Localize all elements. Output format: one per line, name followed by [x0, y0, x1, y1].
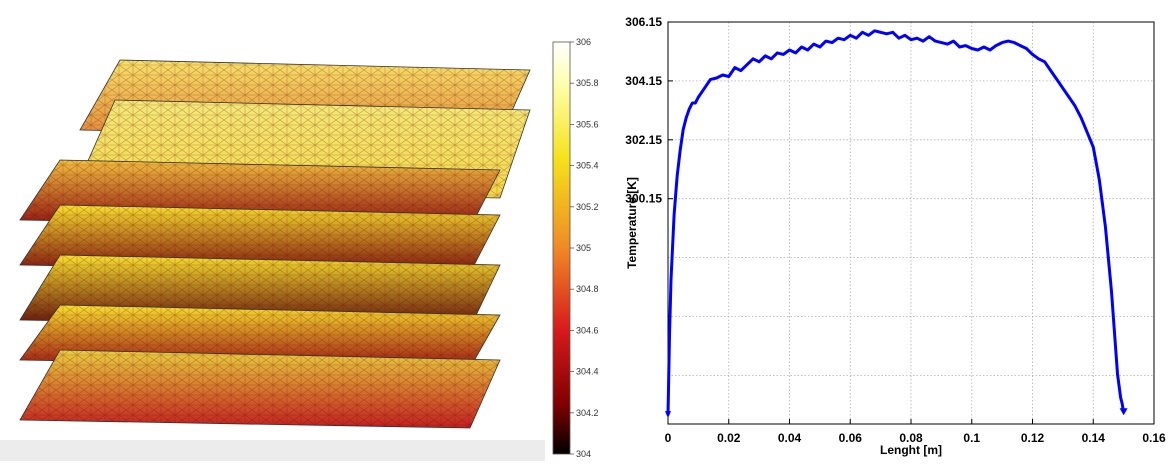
colorbar-tick-label: 304.4	[576, 367, 599, 377]
colorbar-tick-label: 306	[576, 37, 591, 47]
colorbar-tick-label: 305.2	[576, 202, 599, 212]
mesh-plate-wireframe	[20, 205, 500, 273]
colorbar-tick-label: 304.6	[576, 325, 599, 335]
x-tick-label: 0.04	[778, 431, 802, 445]
mesh-heatmap-figure: 306 305.8 305.6 305.4 305.2 305 304.8 304.6 304.…	[0, 37, 599, 461]
y-tick-label: 300.15	[625, 192, 662, 206]
mesh-plates	[19, 59, 531, 429]
colorbar-tick-label: 304.8	[576, 284, 599, 294]
series-layer	[665, 29, 1128, 419]
colorbar-tick-label: 305.6	[576, 119, 599, 129]
y-axis-ticks: 306.15 304.15 302.15 300.15	[625, 15, 673, 206]
grid	[668, 22, 1154, 424]
temperature-line-chart: 0 0.02 0.04 0.06 0.08 0.1 0.12 0.14 0.16 306.153…	[625, 15, 1166, 457]
mesh-heatmap-panel: 306 305.8 305.6 305.4 305.2 305 304.8 304.6 304.…	[0, 37, 599, 461]
x-tick-label: 0.16	[1142, 431, 1166, 445]
colorbar-tick-label: 305.8	[576, 78, 599, 88]
colorbar-tick-label: 305	[576, 243, 591, 253]
panel-footer-strip	[0, 440, 545, 461]
x-tick-label: 0.08	[899, 431, 923, 445]
y-axis-label: Temperature [K]	[625, 177, 639, 269]
series-end-marker	[1119, 408, 1128, 416]
y-tick-label: 304.15	[625, 74, 662, 88]
y-tick-label: 306.15	[625, 15, 662, 29]
colorbar-gradient	[552, 41, 571, 455]
temperature-line-chart-panel: 0 0.02 0.04 0.06 0.08 0.1 0.12 0.14 0.16 306.15 3…	[600, 0, 1171, 461]
y-tick-label: 302.15	[625, 133, 662, 147]
x-axis-label: Lenght [m]	[880, 443, 942, 457]
x-tick-label: 0.14	[1082, 431, 1106, 445]
x-tick-label: 0.02	[717, 431, 741, 445]
colorbar-tick-label: 305.4	[576, 161, 599, 171]
x-tick-label: 0.06	[839, 431, 863, 445]
colorbar: 306 305.8 305.6 305.4 305.2 305 304.8 304.6 304.…	[552, 37, 599, 459]
mesh-plate-wireframe	[20, 350, 500, 428]
x-tick-label: 0	[665, 431, 672, 445]
x-tick-label: 0.12	[1021, 431, 1045, 445]
series-start-marker	[665, 411, 671, 419]
colorbar-tick-label: 304	[576, 449, 591, 459]
x-axis-ticks: 0 0.02 0.04 0.06 0.08 0.1 0.12 0.14 0.16	[665, 419, 1166, 445]
colorbar-tick-label: 304.2	[576, 408, 599, 418]
x-tick-label: 0.1	[963, 431, 980, 445]
series-line	[666, 29, 1126, 416]
